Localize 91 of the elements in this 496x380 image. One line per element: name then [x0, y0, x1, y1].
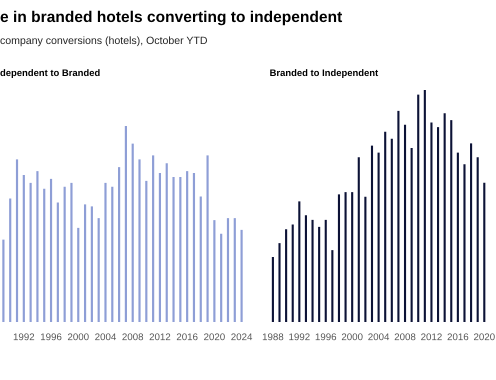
bar: [272, 257, 274, 322]
bar: [138, 159, 141, 322]
bar: [36, 171, 39, 322]
bar: [430, 122, 433, 322]
bar: [192, 173, 196, 322]
x-tick-label: 2016: [176, 333, 198, 340]
x-tick-label: 1992: [289, 333, 310, 340]
bar: [476, 157, 479, 322]
bar: [132, 144, 134, 322]
x-tick-label: 2004: [95, 333, 116, 340]
bar: [483, 182, 486, 322]
x-tick-label: 1996: [316, 333, 336, 340]
text: dependent to Branded: [0, 69, 100, 78]
bar: [56, 202, 59, 322]
bar: [16, 159, 18, 322]
bar: [311, 220, 314, 322]
x-tick-label: 2000: [68, 333, 89, 340]
bar: [450, 120, 452, 322]
bar: [152, 155, 154, 322]
bar: [2, 240, 4, 322]
bar: [338, 194, 340, 322]
bar: [213, 220, 216, 322]
bar: [158, 173, 162, 322]
bar: [378, 152, 380, 322]
bar: [179, 176, 182, 322]
bar: [278, 243, 281, 322]
bar: [331, 250, 334, 322]
bar: [304, 215, 307, 322]
bar: [390, 138, 393, 322]
bar: [186, 171, 188, 322]
bar: [410, 148, 413, 322]
bar: [124, 126, 127, 322]
bar: [50, 178, 52, 322]
bar: [358, 157, 360, 322]
chart-title: e in branded hotels converting to independent: [0, 10, 342, 26]
bar: [84, 204, 86, 322]
bar: [22, 175, 25, 322]
bar: [397, 110, 400, 322]
bar: [463, 164, 466, 322]
bar: [77, 228, 80, 322]
x-tick-label: 2004: [368, 333, 390, 340]
bar: [206, 155, 209, 322]
bar: [298, 201, 300, 322]
bar: [456, 152, 459, 322]
bar: [98, 218, 100, 322]
bar: [104, 182, 107, 322]
bar: [9, 198, 12, 322]
text: Branded to Independent: [270, 69, 378, 78]
bar: [370, 146, 374, 322]
bar: [240, 230, 243, 322]
bar: [424, 90, 426, 322]
bar: [200, 196, 202, 322]
bar: [90, 206, 93, 322]
bar: [324, 220, 327, 322]
x-tick-label: 2012: [150, 333, 170, 340]
bar: [118, 167, 120, 322]
x-tick-label: 2000: [342, 333, 363, 340]
bar: [234, 218, 236, 322]
bar: [292, 224, 294, 322]
bar: [404, 124, 406, 322]
bar: [226, 218, 230, 322]
x-tick-label: 2016: [448, 333, 468, 340]
bar: [351, 192, 354, 322]
x-tick-label: 2020: [474, 333, 495, 340]
bar: [166, 163, 168, 322]
x-tick-label: 2012: [421, 333, 442, 340]
bar: [172, 176, 175, 322]
bar: [145, 180, 148, 322]
x-tick-label: 2008: [122, 333, 144, 340]
bar: [30, 182, 32, 322]
bar: [318, 226, 320, 322]
x-tick-label: 2008: [394, 333, 416, 340]
bar: [43, 188, 46, 322]
x-tick-label: 2020: [204, 333, 225, 340]
x-tick-label: 1996: [40, 333, 62, 340]
bar: [444, 113, 446, 322]
bar: [384, 132, 386, 322]
x-tick-label: 1988: [262, 333, 284, 340]
chart-subtitle: company conversions (hotels), October YTD: [0, 36, 207, 46]
bar: [285, 229, 288, 322]
bar: [417, 94, 420, 322]
bar: [70, 182, 73, 322]
bar: [64, 186, 66, 322]
bar: [364, 196, 366, 322]
x-tick-label: 2024: [231, 333, 252, 340]
bar: [344, 192, 347, 322]
bar: [437, 127, 440, 322]
bar: [220, 234, 222, 322]
bar: [470, 143, 472, 322]
x-tick-label: 1992: [14, 333, 34, 340]
bar: [111, 186, 114, 322]
